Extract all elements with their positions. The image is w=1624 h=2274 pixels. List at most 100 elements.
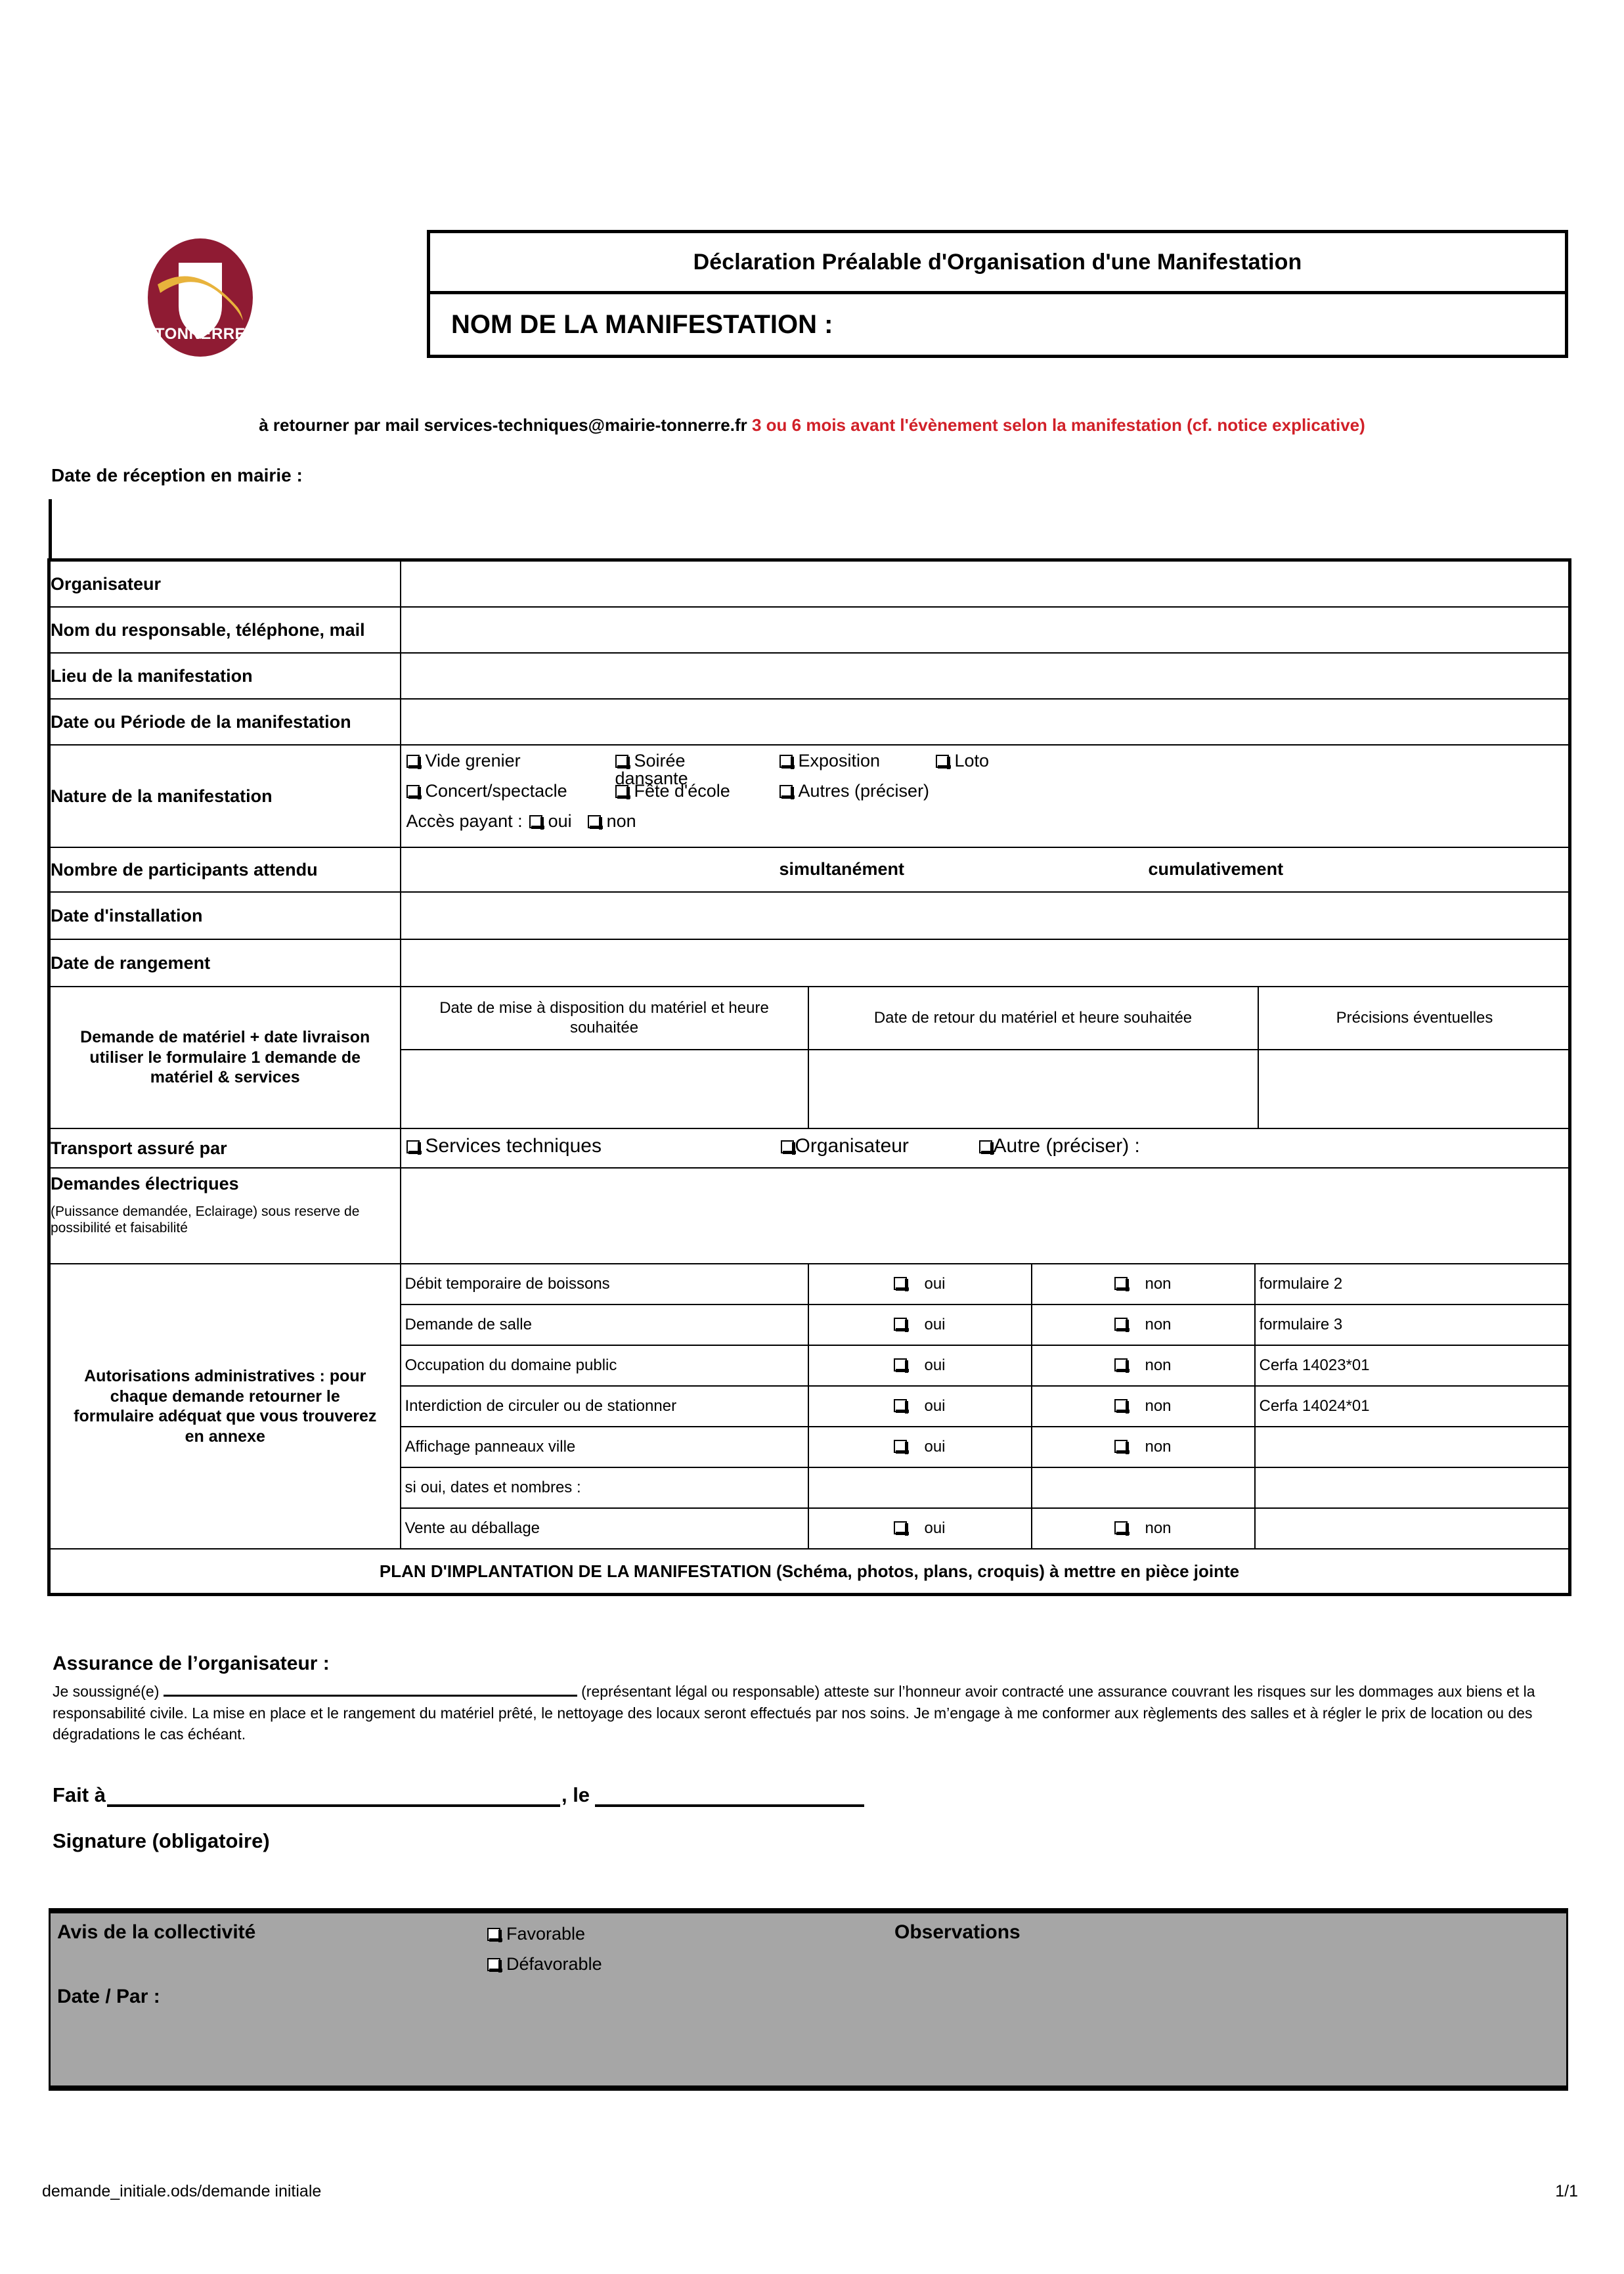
avis-favorable-label: Favorable	[506, 1924, 586, 1944]
acces-payant-non[interactable]: non	[587, 813, 636, 830]
acces-payant-row: Accès payant : oui non	[406, 813, 1569, 841]
assurance-text-before: Je soussigné(e)	[53, 1683, 160, 1700]
checkbox-icon[interactable]	[1114, 1399, 1130, 1414]
checkbox-icon[interactable]	[406, 755, 422, 769]
transport-option-label: Autre (préciser) :	[993, 1135, 1140, 1157]
checkbox-icon[interactable]	[615, 785, 630, 799]
checkbox-icon[interactable]	[780, 1140, 796, 1155]
label-electriques-main: Demandes électriques	[51, 1174, 239, 1193]
input-lieu[interactable]	[399, 652, 1571, 700]
checkbox-icon[interactable]	[1114, 1358, 1130, 1373]
input-responsable[interactable]	[399, 606, 1571, 654]
assurance-title: Assurance de l’organisateur :	[53, 1653, 330, 1674]
label-autorisations-line1: Autorisations administratives : pour	[84, 1367, 366, 1385]
date-input[interactable]	[595, 1785, 865, 1807]
nature-option-label: Fête d'école	[634, 781, 730, 801]
checkbox-icon[interactable]	[894, 1358, 910, 1373]
checkbox-icon[interactable]	[1114, 1440, 1130, 1454]
autorisation-label-si-oui-dates: si oui, dates et nombres :	[401, 1467, 809, 1509]
nature-option-fete-decole[interactable]: Fête d'école	[615, 782, 740, 800]
autorisation-non-demande-salle[interactable]: non	[1030, 1304, 1256, 1346]
manifestation-name-field[interactable]: NOM DE LA MANIFESTATION :	[451, 309, 833, 339]
checkbox-icon[interactable]	[406, 785, 422, 799]
autorisation-si-oui-col2[interactable]	[807, 1467, 1032, 1509]
checkbox-icon[interactable]	[615, 755, 630, 769]
autorisation-oui-demande-salle[interactable]: oui	[807, 1304, 1032, 1346]
participants-cell[interactable]: simultanément cumulativement	[399, 847, 1571, 893]
autorisation-oui-affichage-panneaux[interactable]: oui	[807, 1426, 1032, 1468]
nature-option-exposition[interactable]: Exposition	[779, 752, 904, 770]
input-materiel-mise-disposition[interactable]	[401, 1049, 809, 1128]
autorisation-oui-vente-deballage[interactable]: oui	[807, 1507, 1032, 1548]
autorisation-non-domaine-public[interactable]: non	[1030, 1345, 1256, 1387]
transport-option-organisateur[interactable]: Organisateur	[780, 1135, 909, 1157]
checkbox-icon[interactable]	[406, 1140, 422, 1155]
autorisation-label-demande-salle: Demande de salle	[401, 1304, 809, 1346]
autorisation-si-oui-col3[interactable]	[1030, 1467, 1256, 1509]
autorisation-oui-domaine-public[interactable]: oui	[807, 1345, 1032, 1387]
transport-options-cell: Services techniques Organisateur Autre (…	[399, 1128, 1571, 1169]
reception-date-box-edge	[49, 499, 52, 560]
nature-option-concert-spectacle[interactable]: Concert/spectacle	[406, 782, 615, 800]
transport-option-services-techniques[interactable]: Services techniques	[406, 1135, 602, 1157]
autorisation-non-vente-deballage[interactable]: non	[1030, 1507, 1256, 1548]
acces-payant-oui[interactable]: oui	[529, 813, 572, 830]
autorisation-oui-interdiction-circuler[interactable]: oui	[807, 1385, 1032, 1427]
oui-label: oui	[924, 1275, 946, 1293]
checkbox-icon[interactable]	[529, 815, 544, 830]
transport-option-label: Services techniques	[425, 1135, 602, 1157]
table-row-plan-implantation: PLAN D'IMPLANTATION DE LA MANIFESTATION …	[47, 1548, 1571, 1596]
avis-option-favorable[interactable]: Favorable	[487, 1924, 585, 1944]
autorisations-subtable-cell: Débit temporaire de boissons oui non for…	[399, 1263, 1571, 1549]
checkbox-icon[interactable]	[487, 1958, 502, 1973]
checkbox-icon[interactable]	[587, 815, 603, 830]
non-label: non	[1145, 1356, 1172, 1374]
input-organisateur[interactable]	[399, 558, 1571, 608]
avis-option-defavorable[interactable]: Défavorable	[487, 1954, 602, 1974]
label-materiel-line2: utiliser le formulaire 1 demande de	[89, 1048, 361, 1067]
checkbox-icon[interactable]	[894, 1318, 910, 1332]
table-row-materiel: Demande de matériel + date livraison uti…	[47, 986, 1571, 1129]
label-responsable: Nom du responsable, téléphone, mail	[47, 606, 401, 654]
checkbox-icon[interactable]	[935, 755, 951, 769]
checkbox-icon[interactable]	[1114, 1318, 1130, 1332]
autorisation-ref-vente-deballage	[1254, 1507, 1571, 1548]
nature-option-vide-grenier[interactable]: Vide grenier	[406, 752, 615, 770]
assurance-name-blank[interactable]	[163, 1680, 577, 1697]
input-materiel-retour[interactable]	[807, 1049, 1259, 1128]
nature-option-loto[interactable]: Loto	[935, 752, 989, 770]
input-electriques[interactable]	[399, 1167, 1571, 1264]
table-row-autorisations: Autorisations administratives : pour cha…	[47, 1263, 1571, 1549]
input-date-periode[interactable]	[399, 698, 1571, 746]
autorisation-non-interdiction-circuler[interactable]: non	[1030, 1385, 1256, 1427]
acces-payant-oui-label: oui	[548, 811, 572, 831]
checkbox-icon[interactable]	[978, 1140, 994, 1155]
input-date-rangement[interactable]	[399, 939, 1571, 987]
nature-option-soiree-dansante[interactable]: Soirée dansante	[615, 752, 740, 788]
materiel-value-row	[401, 1049, 1571, 1128]
checkbox-icon[interactable]	[487, 1928, 502, 1942]
nature-option-label: Autres (préciser)	[798, 781, 930, 801]
non-label: non	[1145, 1438, 1172, 1456]
checkbox-icon[interactable]	[894, 1521, 910, 1536]
label-organisateur: Organisateur	[47, 558, 401, 608]
checkbox-icon[interactable]	[779, 785, 795, 799]
nature-option-autres[interactable]: Autres (préciser)	[779, 781, 930, 801]
checkbox-icon[interactable]	[1114, 1521, 1130, 1536]
autorisation-oui-debit-boissons[interactable]: oui	[807, 1264, 1032, 1305]
oui-label: oui	[924, 1519, 946, 1537]
transport-option-autre[interactable]: Autre (préciser) :	[978, 1135, 1140, 1157]
input-date-installation[interactable]	[399, 891, 1571, 940]
input-materiel-precisions[interactable]	[1257, 1049, 1571, 1128]
checkbox-icon[interactable]	[894, 1399, 910, 1414]
fait-a-input[interactable]	[106, 1785, 560, 1807]
autorisation-non-affichage-panneaux[interactable]: non	[1030, 1426, 1256, 1468]
return-instructions: à retourner par mail services-techniques…	[0, 415, 1624, 435]
checkbox-icon[interactable]	[779, 755, 795, 769]
checkbox-icon[interactable]	[894, 1440, 910, 1454]
checkbox-icon[interactable]	[894, 1277, 910, 1291]
autorisation-si-oui-col4[interactable]	[1254, 1467, 1571, 1509]
autorisation-non-debit-boissons[interactable]: non	[1030, 1264, 1256, 1305]
checkbox-icon[interactable]	[1114, 1277, 1130, 1291]
autorisation-ref-debit-boissons: formulaire 2	[1254, 1264, 1571, 1305]
